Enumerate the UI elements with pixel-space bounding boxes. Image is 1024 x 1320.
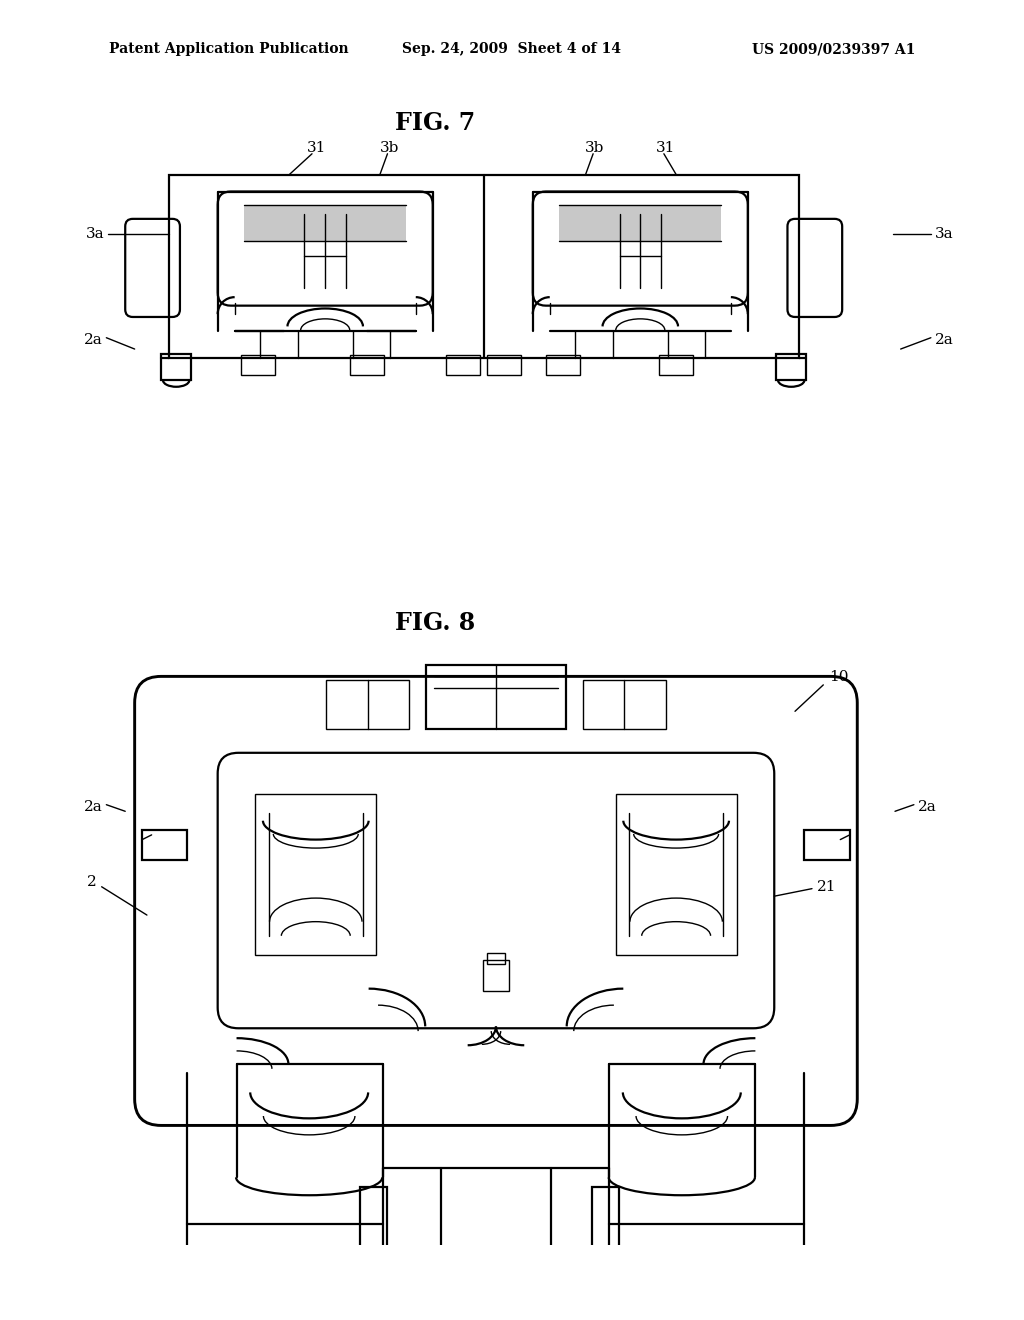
Bar [482,961,509,990]
Bar [350,355,384,375]
Text: 2a: 2a [918,800,936,813]
Text: 21: 21 [817,879,837,894]
Bar [615,795,736,954]
Text: US 2009/0239397 A1: US 2009/0239397 A1 [753,42,915,55]
Bar [360,1187,386,1249]
Bar [161,354,191,380]
Text: 3a: 3a [86,227,104,242]
Text: 2a: 2a [935,333,953,347]
Polygon shape [559,205,722,240]
Bar [805,830,850,861]
Bar [255,795,376,954]
Bar [426,665,566,729]
Bar [142,830,187,861]
Text: FIG. 8: FIG. 8 [394,611,475,635]
Bar [486,953,506,964]
Text: 3b: 3b [586,141,605,156]
Bar [546,355,580,375]
Bar [327,680,410,729]
Text: Patent Application Publication: Patent Application Publication [110,42,349,55]
Text: 3b: 3b [380,141,399,156]
Text: 2a: 2a [84,333,102,347]
Text: Sep. 24, 2009  Sheet 4 of 14: Sep. 24, 2009 Sheet 4 of 14 [402,42,622,55]
Text: 31: 31 [307,141,327,156]
Bar [583,680,666,729]
Bar [487,355,521,375]
Text: 2a: 2a [84,800,102,813]
Text: 10: 10 [829,671,849,684]
Bar [592,1187,618,1249]
Text: 3a: 3a [935,227,953,242]
Bar [659,355,693,375]
Bar [169,174,799,359]
Text: 2: 2 [87,875,97,890]
Text: 31: 31 [656,141,676,156]
Polygon shape [244,205,407,240]
Bar [242,355,275,375]
Bar [776,354,806,380]
Bar [446,355,480,375]
Text: FIG. 7: FIG. 7 [394,111,475,135]
